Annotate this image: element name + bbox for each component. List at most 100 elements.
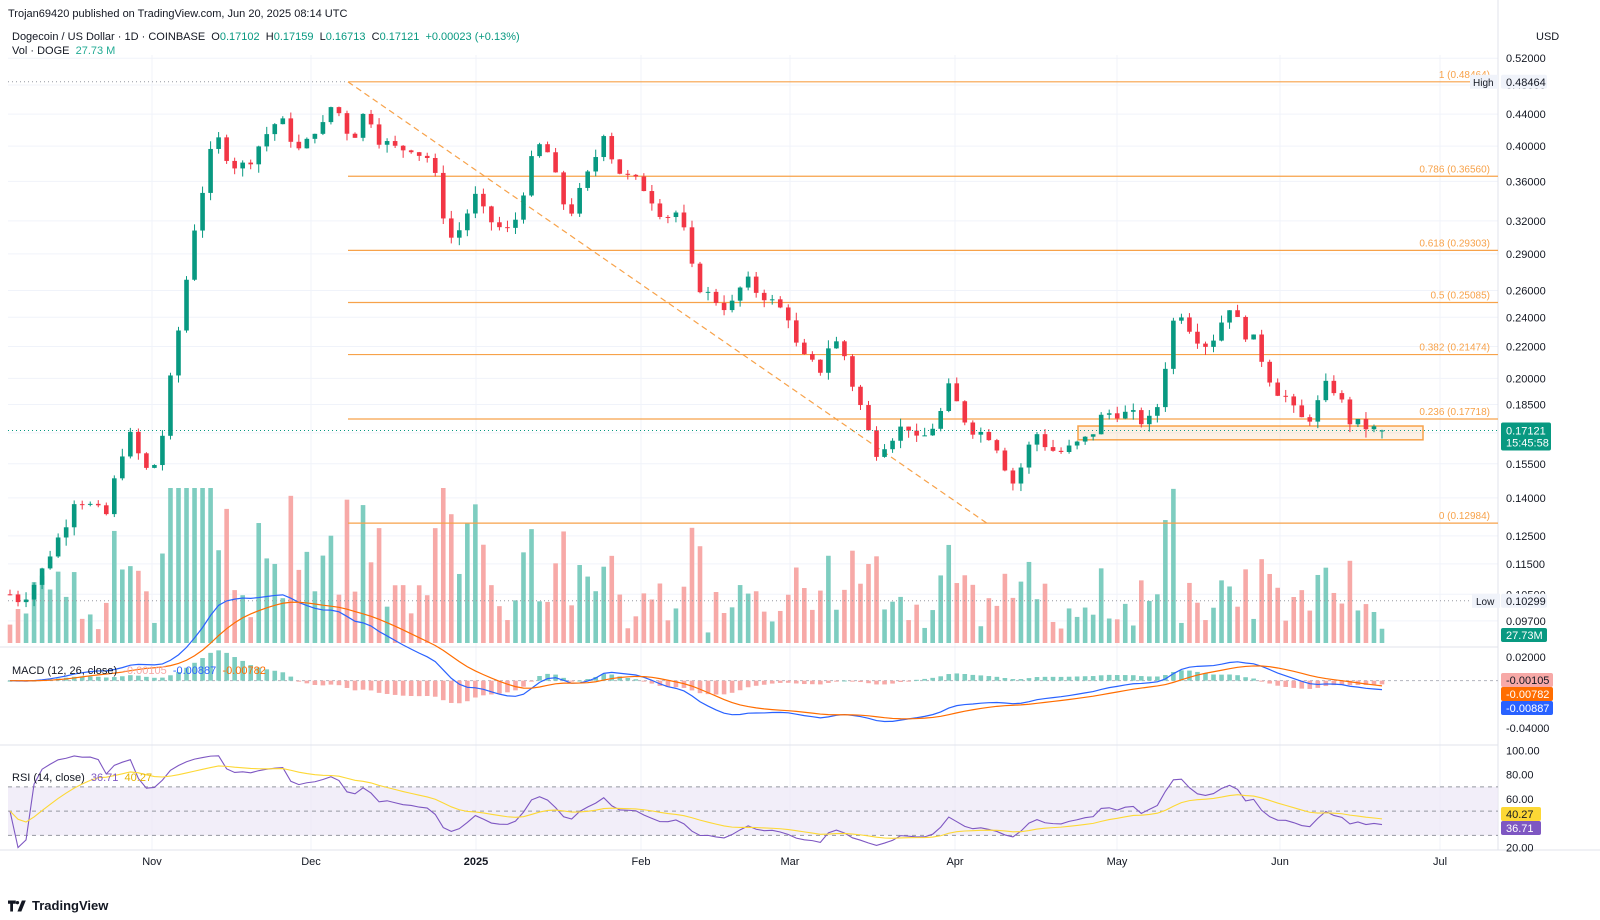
macd-histogram-bar <box>858 680 863 683</box>
macd-histogram-bar <box>1179 670 1184 681</box>
y-tick-label: 0.52000 <box>1506 53 1546 65</box>
candle-body <box>1307 417 1313 422</box>
volume-bar <box>1155 594 1160 643</box>
macd-y-tick: -0.04000 <box>1506 723 1549 735</box>
candle-body <box>1195 331 1200 344</box>
volume-bar <box>625 628 631 643</box>
macd-signal-tag-bg <box>1501 687 1553 701</box>
candle-body <box>1347 399 1353 425</box>
macd-histogram-bar <box>344 680 350 688</box>
candle-body <box>400 145 406 151</box>
volume-bar <box>890 601 895 643</box>
macd-histogram-bar <box>962 674 968 681</box>
macd-histogram-bar <box>489 680 494 695</box>
candle-body <box>1291 396 1297 406</box>
macd-line-tag: -0.00887 <box>1506 703 1549 715</box>
candle-body <box>922 435 927 437</box>
macd-histogram-bar <box>424 680 430 696</box>
candle-body <box>448 218 454 238</box>
macd-histogram-bar <box>1147 676 1152 681</box>
macd-histogram-bar <box>970 674 976 681</box>
volume-bar <box>713 592 719 643</box>
macd-histogram-bar <box>448 680 454 703</box>
macd-histogram-bar <box>826 680 831 683</box>
macd-histogram-bar <box>1235 675 1240 681</box>
candle-body <box>344 113 350 134</box>
candle-body <box>753 276 759 293</box>
support-zone-box <box>1077 425 1424 441</box>
candle-body <box>481 193 486 207</box>
y-tick-label: 0.12500 <box>1506 531 1546 543</box>
macd-histogram-bar <box>665 680 671 688</box>
candle-body <box>673 212 679 218</box>
macd-histogram-bar <box>200 658 205 681</box>
volume-bar <box>288 495 294 643</box>
volume-bar <box>280 598 286 643</box>
candle-body <box>248 162 254 165</box>
macd-histogram-bar <box>1363 680 1369 686</box>
macd-histogram-bar <box>922 678 927 681</box>
candle-body <box>87 503 93 505</box>
candle-body <box>232 160 237 169</box>
candle-body <box>529 156 534 196</box>
macd-histogram-bar <box>793 680 799 684</box>
candle-body <box>1259 334 1264 362</box>
macd-histogram-bar <box>609 674 615 681</box>
macd-histogram-bar <box>1195 671 1200 681</box>
candle-body <box>352 133 358 138</box>
candle-body <box>858 386 863 406</box>
candle-body <box>336 107 342 114</box>
candle-body <box>561 172 566 205</box>
volume-bar <box>200 488 205 643</box>
macd-histogram-bar <box>906 680 911 682</box>
candle-body <box>1098 414 1104 435</box>
volume-bar <box>31 582 37 643</box>
currency-label[interactable]: USD <box>1536 31 1560 43</box>
last-price-tag-bg <box>1501 422 1551 451</box>
candle-body <box>7 594 13 596</box>
candle-body <box>681 212 687 228</box>
macd-histogram-bar <box>1347 680 1353 686</box>
candle-body <box>160 435 165 466</box>
volume-bar <box>400 585 406 643</box>
macd-histogram-bar <box>400 680 406 696</box>
volume-bar <box>793 567 799 643</box>
macd-histogram-bar <box>713 680 719 695</box>
candle-body <box>95 503 101 506</box>
volume-bar <box>721 613 727 643</box>
macd-histogram-bar <box>272 670 278 681</box>
volume-bar <box>1010 597 1016 643</box>
volume-bar <box>481 544 486 643</box>
macd-histogram-bar <box>593 676 599 681</box>
volume-bar <box>55 571 61 643</box>
candle-body <box>31 584 37 600</box>
volume-bar <box>87 614 93 643</box>
candle-body <box>906 426 911 431</box>
volume-bar <box>1371 611 1377 643</box>
volume-bar <box>79 618 85 643</box>
candle-body <box>1187 317 1192 332</box>
volume-bar <box>232 590 237 643</box>
rsi-line <box>9 755 1383 849</box>
candle-body <box>625 173 631 175</box>
macd-histogram-bar <box>360 680 366 690</box>
candle-body <box>657 203 663 217</box>
candle-body <box>818 359 823 373</box>
macd-histogram-bar <box>1138 676 1144 681</box>
macd-histogram-bar <box>761 680 767 685</box>
candle-body <box>1010 470 1016 484</box>
volume-bar <box>264 558 270 643</box>
x-tick-label: Jun <box>1271 856 1289 868</box>
volume-bar <box>120 569 125 643</box>
high-value-tag: 0.48464 <box>1506 77 1546 89</box>
candle-body <box>1082 436 1088 442</box>
x-tick-label: Feb <box>632 856 651 868</box>
volume-bar <box>553 563 558 643</box>
macd-hist-value: -0.00105 <box>123 665 167 677</box>
volume-bar <box>1379 628 1385 643</box>
macd-histogram-bar <box>280 672 286 681</box>
volume-bar <box>344 499 350 643</box>
candle-body <box>962 401 968 423</box>
high-label: H <box>265 31 274 43</box>
